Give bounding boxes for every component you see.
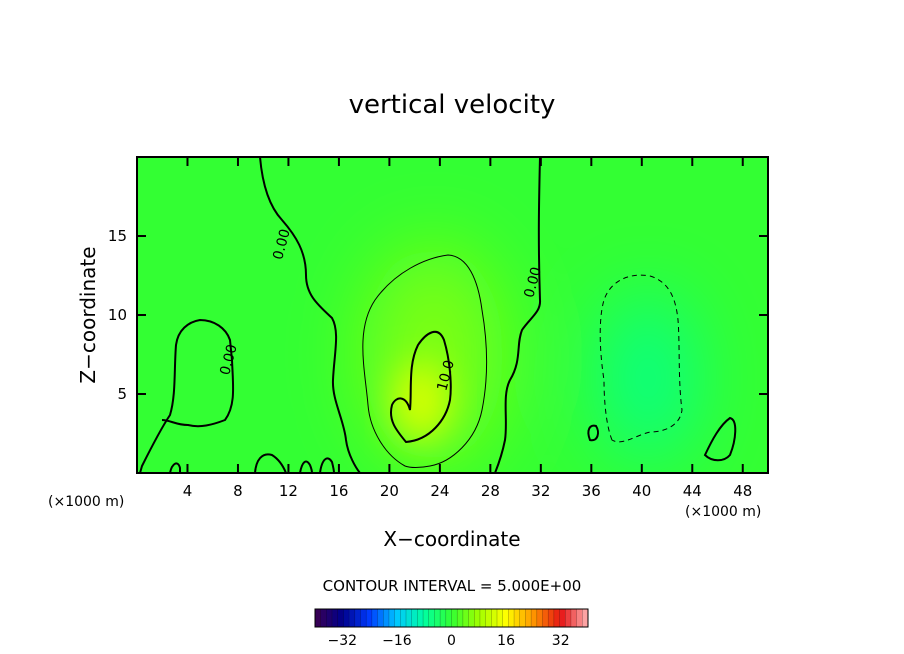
colorbar-cell: [411, 609, 418, 627]
colorbar-cell: [553, 609, 560, 627]
plot-field: [137, 157, 768, 473]
colorbar-cell: [536, 609, 543, 627]
axis-ticks: [137, 157, 768, 473]
x-tick-label: 40: [632, 482, 651, 500]
colorbar-cell: [462, 609, 469, 627]
colorbar-cell: [508, 609, 515, 627]
y-axis-label: Z−coordinate: [76, 246, 100, 383]
colorbar-cell: [570, 609, 577, 627]
contour-labels: 0.00 0.00 10.0 0.00: [217, 227, 545, 392]
colorbar-cell: [559, 609, 566, 627]
colorbar-cell: [531, 609, 538, 627]
contour-zero-small-b: [703, 416, 737, 462]
colorbar-cell: [326, 609, 333, 627]
colorbar-cell: [440, 609, 447, 627]
contour-zero-bottom-d: [169, 462, 181, 473]
x-tick-label: 44: [683, 482, 702, 500]
colorbar-cell: [332, 609, 339, 627]
contour-lines: [139, 157, 737, 473]
y-tick-label: 5: [117, 385, 127, 403]
colorbar-cell: [349, 609, 356, 627]
x-tick-label: 16: [329, 482, 348, 500]
y-tick-label: 10: [108, 306, 127, 324]
colorbar-cell: [457, 609, 464, 627]
field-updraft_max: [392, 361, 449, 442]
contour-interval-label: CONTOUR INTERVAL = 5.000E+00: [323, 577, 582, 595]
colorbar-cell: [417, 609, 424, 627]
colorbar-cell: [434, 609, 441, 627]
colorbar-cell: [343, 609, 350, 627]
x-tick-label: 36: [582, 482, 601, 500]
colorbar-cell: [428, 609, 435, 627]
colorbar-cell: [394, 609, 401, 627]
colorbar-cell: [565, 609, 572, 627]
colorbar-cell: [525, 609, 532, 627]
colorbar-cell: [445, 609, 452, 627]
x-tick-label: 32: [531, 482, 550, 500]
colorbar-cell: [576, 609, 583, 627]
colorbar-cell: [354, 609, 361, 627]
colorbar-tick-label: −16: [382, 633, 412, 649]
colorbar-cell: [502, 609, 509, 627]
contour-label: 0.00: [217, 343, 241, 377]
x-unit-left: (×1000 m): [48, 494, 124, 510]
y-tick-label: 15: [108, 227, 127, 245]
colorbar-tick-label: 16: [497, 633, 515, 649]
contour-label: 0.00: [270, 227, 294, 261]
contour-label: 0.00: [521, 265, 545, 299]
colorbar-cell: [360, 609, 367, 627]
chart-title: vertical velocity: [349, 90, 556, 120]
colorbar-cell: [371, 609, 378, 627]
colorbar-tick-label: −32: [328, 633, 358, 649]
x-tick-label: 4: [183, 482, 193, 500]
colorbar-tick-label: 0: [447, 633, 456, 649]
colorbar-cell: [400, 609, 407, 627]
contour-zero-left: [259, 157, 361, 473]
colorbar-cell: [377, 609, 384, 627]
x-tick-label: 8: [233, 482, 243, 500]
colorbar-tick-labels: −32 −16 0 16 32: [328, 633, 570, 649]
contour-zero-bottom-a: [254, 453, 287, 473]
colorbar-tick-label: 32: [552, 633, 570, 649]
colorbar-cell: [485, 609, 492, 627]
contour-zero-small-a: [587, 424, 599, 442]
colorbar-cell: [320, 609, 327, 627]
x-unit-right: (×1000 m): [685, 504, 761, 520]
colorbar-cell: [514, 609, 521, 627]
colorbar-cell: [519, 609, 526, 627]
colorbar-cell: [366, 609, 373, 627]
colorbar-cell: [548, 609, 555, 627]
x-tick-label: 28: [481, 482, 500, 500]
contour-neg-five: [599, 274, 683, 443]
contour-zero-center: [494, 157, 542, 473]
colorbar-cell: [315, 609, 321, 627]
colorbar-cell: [406, 609, 412, 627]
x-tick-label: 48: [733, 482, 752, 500]
x-tick-label: 12: [279, 482, 298, 500]
colorbar-cell: [383, 609, 390, 627]
colorbar-cell: [491, 609, 498, 627]
colorbar-cell: [451, 609, 458, 627]
colorbar-cell: [542, 609, 549, 627]
colorbar-cell: [423, 609, 430, 627]
colorbar-frame: [314, 608, 589, 628]
colorbar-cell: [474, 609, 481, 627]
x-tick-label: 24: [430, 482, 449, 500]
colorbar-cell: [388, 609, 395, 627]
contour-five: [362, 254, 487, 468]
colorbar-cell: [582, 609, 589, 627]
x-axis-label: X−coordinate: [383, 527, 520, 551]
contour-zero-upper-left: [139, 318, 235, 473]
contour-ten-core: [390, 330, 452, 444]
field-downdraft_min: [603, 293, 694, 464]
colorbar-cell: [468, 609, 475, 627]
x-tick-label: 20: [380, 482, 399, 500]
contour-label: 10.0: [434, 358, 458, 392]
colorbar: [314, 609, 589, 627]
colorbar-cell: [479, 609, 486, 627]
colorbar-cell: [337, 609, 344, 627]
colorbar-cell: [497, 609, 503, 627]
